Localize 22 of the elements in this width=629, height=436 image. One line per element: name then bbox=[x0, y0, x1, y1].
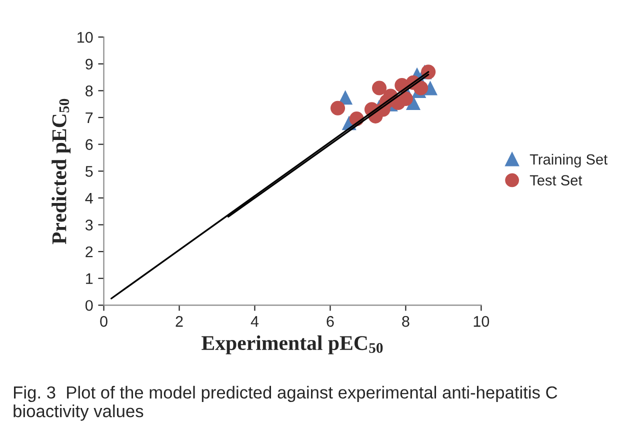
y-tick-label: 1 bbox=[86, 273, 93, 284]
y-tick-label: 4 bbox=[85, 192, 93, 204]
y-axis-title: Predicted pEC$_{50}$ bbox=[52, 98, 71, 244]
x-tick-label: 4 bbox=[250, 316, 259, 327]
y-tick-label: 9 bbox=[86, 58, 93, 70]
y-tick-label: 6 bbox=[86, 139, 93, 150]
y-tick-label: 7 bbox=[86, 112, 93, 124]
y-tick-label: 8 bbox=[86, 86, 93, 96]
legend-label: Training Set bbox=[530, 154, 608, 168]
x-axis-title: Experimental pEC$_{50}$ bbox=[202, 335, 383, 354]
y-tick-label: 2 bbox=[86, 246, 93, 258]
x-tick-label: 2 bbox=[176, 316, 183, 327]
x-tick-label: 6 bbox=[326, 316, 334, 327]
x-tick-label: 8 bbox=[402, 316, 410, 327]
legend-label: Test Set bbox=[530, 175, 582, 186]
x-tick-label: 0 bbox=[100, 316, 108, 327]
x-tick-label: 10 bbox=[474, 316, 490, 327]
y-tick-label: 3 bbox=[85, 220, 93, 230]
y-tick-label: 5 bbox=[85, 166, 93, 177]
y-tick-label: 10 bbox=[78, 32, 93, 43]
caption: Fig. 3 Plot of the model predicted against experimental anti-hepatitis C bioactivity values bbox=[14, 386, 558, 421]
y-tick-label: 0 bbox=[85, 300, 93, 311]
